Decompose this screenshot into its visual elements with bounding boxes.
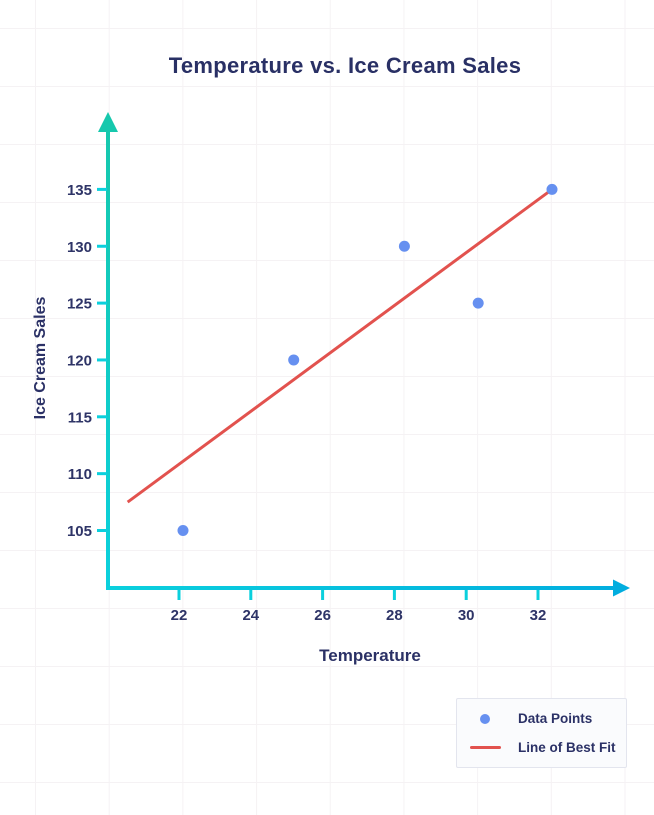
x-tick-label: 22 [171, 607, 188, 624]
y-axis-ticks: 105 110 115 120 125 130 135 [67, 182, 107, 540]
data-point [472, 297, 484, 309]
chart-title: Temperature vs. Ice Cream Sales [168, 53, 522, 78]
y-tick-label: 125 [67, 296, 92, 313]
x-tick-label: 32 [530, 607, 547, 624]
chart-legend: Data Points Line of Best Fit [456, 698, 627, 768]
x-axis-ticks: 22 24 26 28 30 32 [171, 590, 547, 624]
data-point [398, 240, 410, 252]
x-axis-label: Temperature [319, 646, 421, 665]
best-fit-line [126, 188, 553, 504]
data-point [546, 183, 558, 195]
x-tick-label: 26 [314, 607, 331, 624]
data-point [177, 525, 189, 536]
x-tick-label: 30 [458, 607, 475, 624]
x-tick-label: 24 [242, 607, 259, 624]
legend-label: Data Points [518, 711, 593, 726]
x-axis-arrow-icon [613, 579, 630, 597]
y-tick-label: 105 [67, 523, 92, 540]
y-tick-label: 110 [68, 466, 92, 483]
data-point [288, 354, 300, 366]
legend-item-best-fit: Line of Best Fit [457, 733, 626, 762]
y-tick-label: 130 [67, 239, 92, 256]
legend-line-marker-icon [463, 746, 507, 749]
data-points [177, 183, 558, 536]
legend-dot-marker-icon [463, 713, 507, 724]
legend-label: Line of Best Fit [518, 740, 616, 755]
y-tick-label: 115 [68, 409, 92, 426]
y-tick-label: 120 [67, 352, 92, 369]
y-tick-label: 135 [67, 182, 92, 199]
x-tick-label: 28 [386, 607, 403, 624]
y-axis-label: Ice Cream Sales [32, 296, 49, 420]
y-axis-arrow-icon [98, 112, 118, 132]
legend-item-data-points: Data Points [457, 704, 626, 733]
best-fit-line-segment [126, 188, 553, 504]
